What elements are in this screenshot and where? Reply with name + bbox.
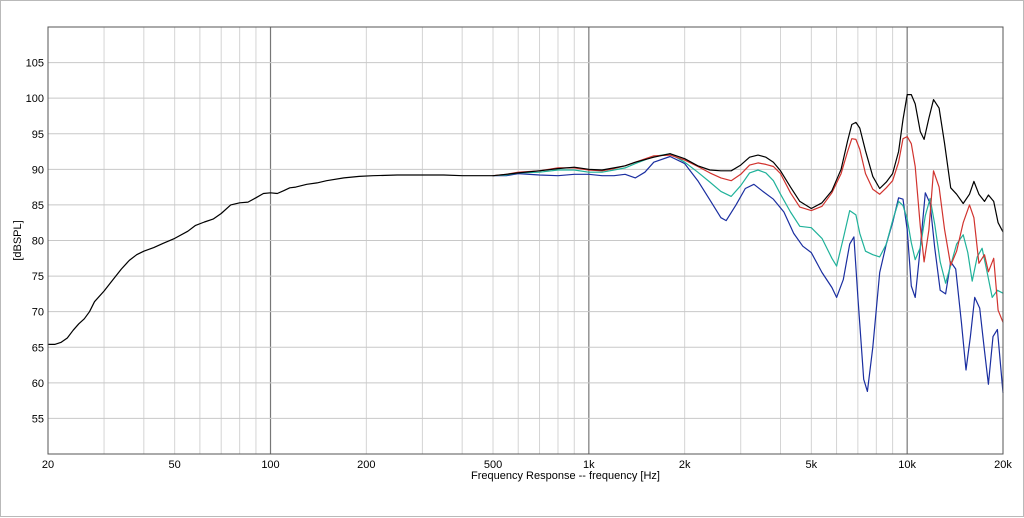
y-tick-label: 100 bbox=[26, 93, 44, 105]
y-tick-label: 75 bbox=[32, 271, 44, 283]
y-tick-label: 55 bbox=[32, 413, 44, 425]
x-tick-label: 20 bbox=[42, 459, 54, 471]
x-tick-label: 200 bbox=[357, 459, 375, 471]
x-axis-title: Frequency Response -- frequency [Hz] bbox=[471, 470, 660, 482]
y-tick-label: 65 bbox=[32, 342, 44, 354]
series-line-1 bbox=[47, 94, 1004, 345]
y-tick-label: 95 bbox=[32, 129, 44, 141]
y-tick-label: 60 bbox=[32, 378, 44, 390]
y-tick-label: 80 bbox=[32, 236, 44, 248]
plot-border bbox=[47, 26, 1004, 455]
y-tick-label: 70 bbox=[32, 307, 44, 319]
y-tick-label: 85 bbox=[32, 200, 44, 212]
y-tick-label: 90 bbox=[32, 164, 44, 176]
x-tick-label: 5k bbox=[806, 459, 818, 471]
x-tick-label: 2k bbox=[679, 459, 691, 471]
x-tick-label: 10k bbox=[898, 459, 916, 471]
x-tick-label: 20k bbox=[994, 459, 1012, 471]
x-tick-label: 100 bbox=[261, 459, 279, 471]
x-tick-label: 500 bbox=[484, 459, 502, 471]
x-tick-label: 50 bbox=[169, 459, 181, 471]
y-axis-title: [dBSPL] bbox=[12, 220, 24, 260]
x-tick-label: 1k bbox=[583, 459, 595, 471]
y-tick-label: 105 bbox=[26, 58, 44, 70]
series-line-4 bbox=[492, 155, 1004, 394]
